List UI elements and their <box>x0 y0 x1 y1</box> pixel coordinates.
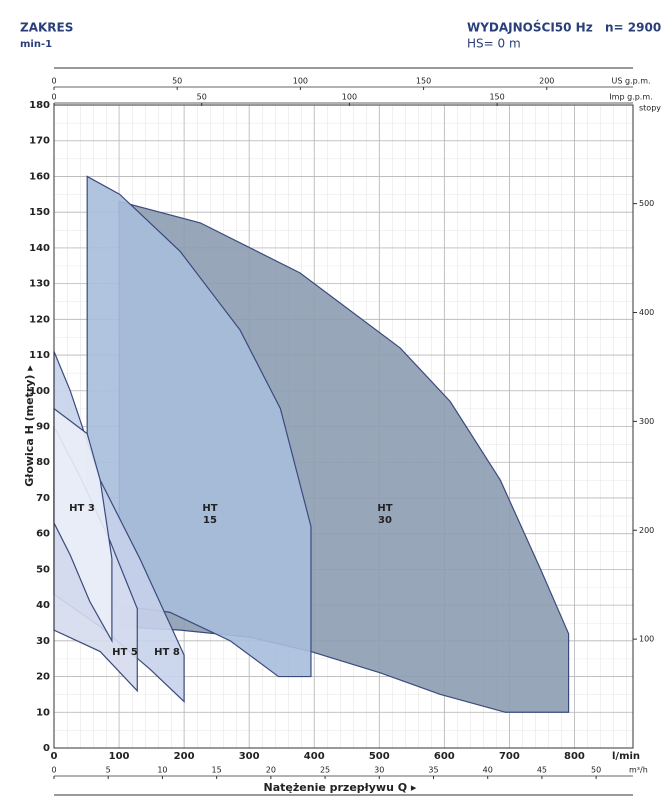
secondary-unit: US g.p.m. <box>611 77 650 86</box>
secondary-tick-label: 50 <box>591 766 601 775</box>
secondary-unit: stopy <box>639 104 661 113</box>
header-frequency: WYDAJNOŚCI50 Hz <box>467 20 593 35</box>
series-label: HT 15 <box>202 503 217 526</box>
x-tick-label: 800 <box>564 751 585 762</box>
y-axis-title: Głowica H (metry) ▸ <box>23 365 36 487</box>
secondary-tick-label: 5 <box>106 766 111 775</box>
x-tick-label: 400 <box>304 751 325 762</box>
secondary-tick-label: 200 <box>539 77 554 86</box>
x-tick-label: 600 <box>434 751 455 762</box>
secondary-unit: m³/h <box>629 766 648 775</box>
y-tick-label: 40 <box>36 600 50 611</box>
series-label: HT 3 <box>69 503 95 514</box>
y-tick-label: 140 <box>29 243 50 254</box>
secondary-tick-label: 0 <box>51 93 56 102</box>
y-tick-label: 50 <box>36 564 50 575</box>
plot: 0 100 200 300 400 500 600 700 800010203040506070… <box>29 77 661 779</box>
y-tick-label: 100 <box>29 386 50 397</box>
y-tick-label: 0 <box>43 743 50 754</box>
plot-frame <box>53 104 634 749</box>
secondary-tick-label: 100 <box>293 77 308 86</box>
x-tick-label: 0 <box>51 751 58 762</box>
y-tick-label: 160 <box>29 171 50 182</box>
y-tick-label: 180 <box>29 100 50 111</box>
secondary-unit: Imp g.p.m. <box>609 93 652 102</box>
secondary-tick-label: 35 <box>428 766 438 775</box>
y-tick-label: 20 <box>36 672 50 683</box>
x-tick-label: 100 <box>109 751 130 762</box>
x-tick-label: 300 <box>239 751 260 762</box>
secondary-tick-label: 150 <box>416 77 431 86</box>
secondary-tick-label: 200 <box>639 526 654 535</box>
secondary-tick-label: 150 <box>489 93 504 102</box>
header-sub: min-1 <box>20 39 52 50</box>
header-hs: HS= 0 m <box>467 37 521 51</box>
series-label: HT 30 <box>377 503 392 526</box>
y-tick-label: 170 <box>29 136 50 147</box>
y-tick-label: 10 <box>36 707 50 718</box>
x-unit: l/min <box>612 751 640 762</box>
series-label: HT 8 <box>154 647 180 658</box>
x-tick-label: 500 <box>369 751 390 762</box>
y-tick-label: 70 <box>36 493 50 504</box>
secondary-tick-label: 100 <box>639 635 654 644</box>
y-tick-label: 110 <box>29 350 50 361</box>
y-tick-label: 130 <box>29 279 50 290</box>
secondary-tick-label: 15 <box>212 766 222 775</box>
y-tick-label: 80 <box>36 457 50 468</box>
y-tick-label: 150 <box>29 207 50 218</box>
secondary-tick-label: 50 <box>172 77 182 86</box>
header-title: ZAKRES <box>20 21 73 35</box>
secondary-tick-label: 40 <box>483 766 493 775</box>
secondary-tick-label: 10 <box>157 766 167 775</box>
y-tick-label: 30 <box>36 636 50 647</box>
secondary-tick-label: 300 <box>639 417 654 426</box>
x-axis-title: Natężenie przepływu Q ▸ <box>264 781 417 794</box>
secondary-tick-label: 400 <box>639 308 654 317</box>
secondary-tick-label: 20 <box>266 766 276 775</box>
y-tick-label: 90 <box>36 422 50 433</box>
secondary-tick-label: 50 <box>197 93 207 102</box>
x-tick-label: 200 <box>174 751 195 762</box>
range-area <box>53 407 113 644</box>
secondary-tick-label: 100 <box>342 93 357 102</box>
y-tick-label: 60 <box>36 529 50 540</box>
secondary-tick-label: 30 <box>374 766 384 775</box>
secondary-tick-label: 500 <box>639 199 654 208</box>
secondary-tick-label: 25 <box>320 766 330 775</box>
x-tick-label: 700 <box>499 751 520 762</box>
series-label: HT 5 <box>112 647 138 658</box>
y-tick-label: 120 <box>29 314 50 325</box>
secondary-tick-label: 0 <box>51 77 56 86</box>
header-speed: n= 2900 <box>605 21 661 35</box>
secondary-tick-label: 45 <box>537 766 547 775</box>
secondary-tick-label: 0 <box>51 766 56 775</box>
